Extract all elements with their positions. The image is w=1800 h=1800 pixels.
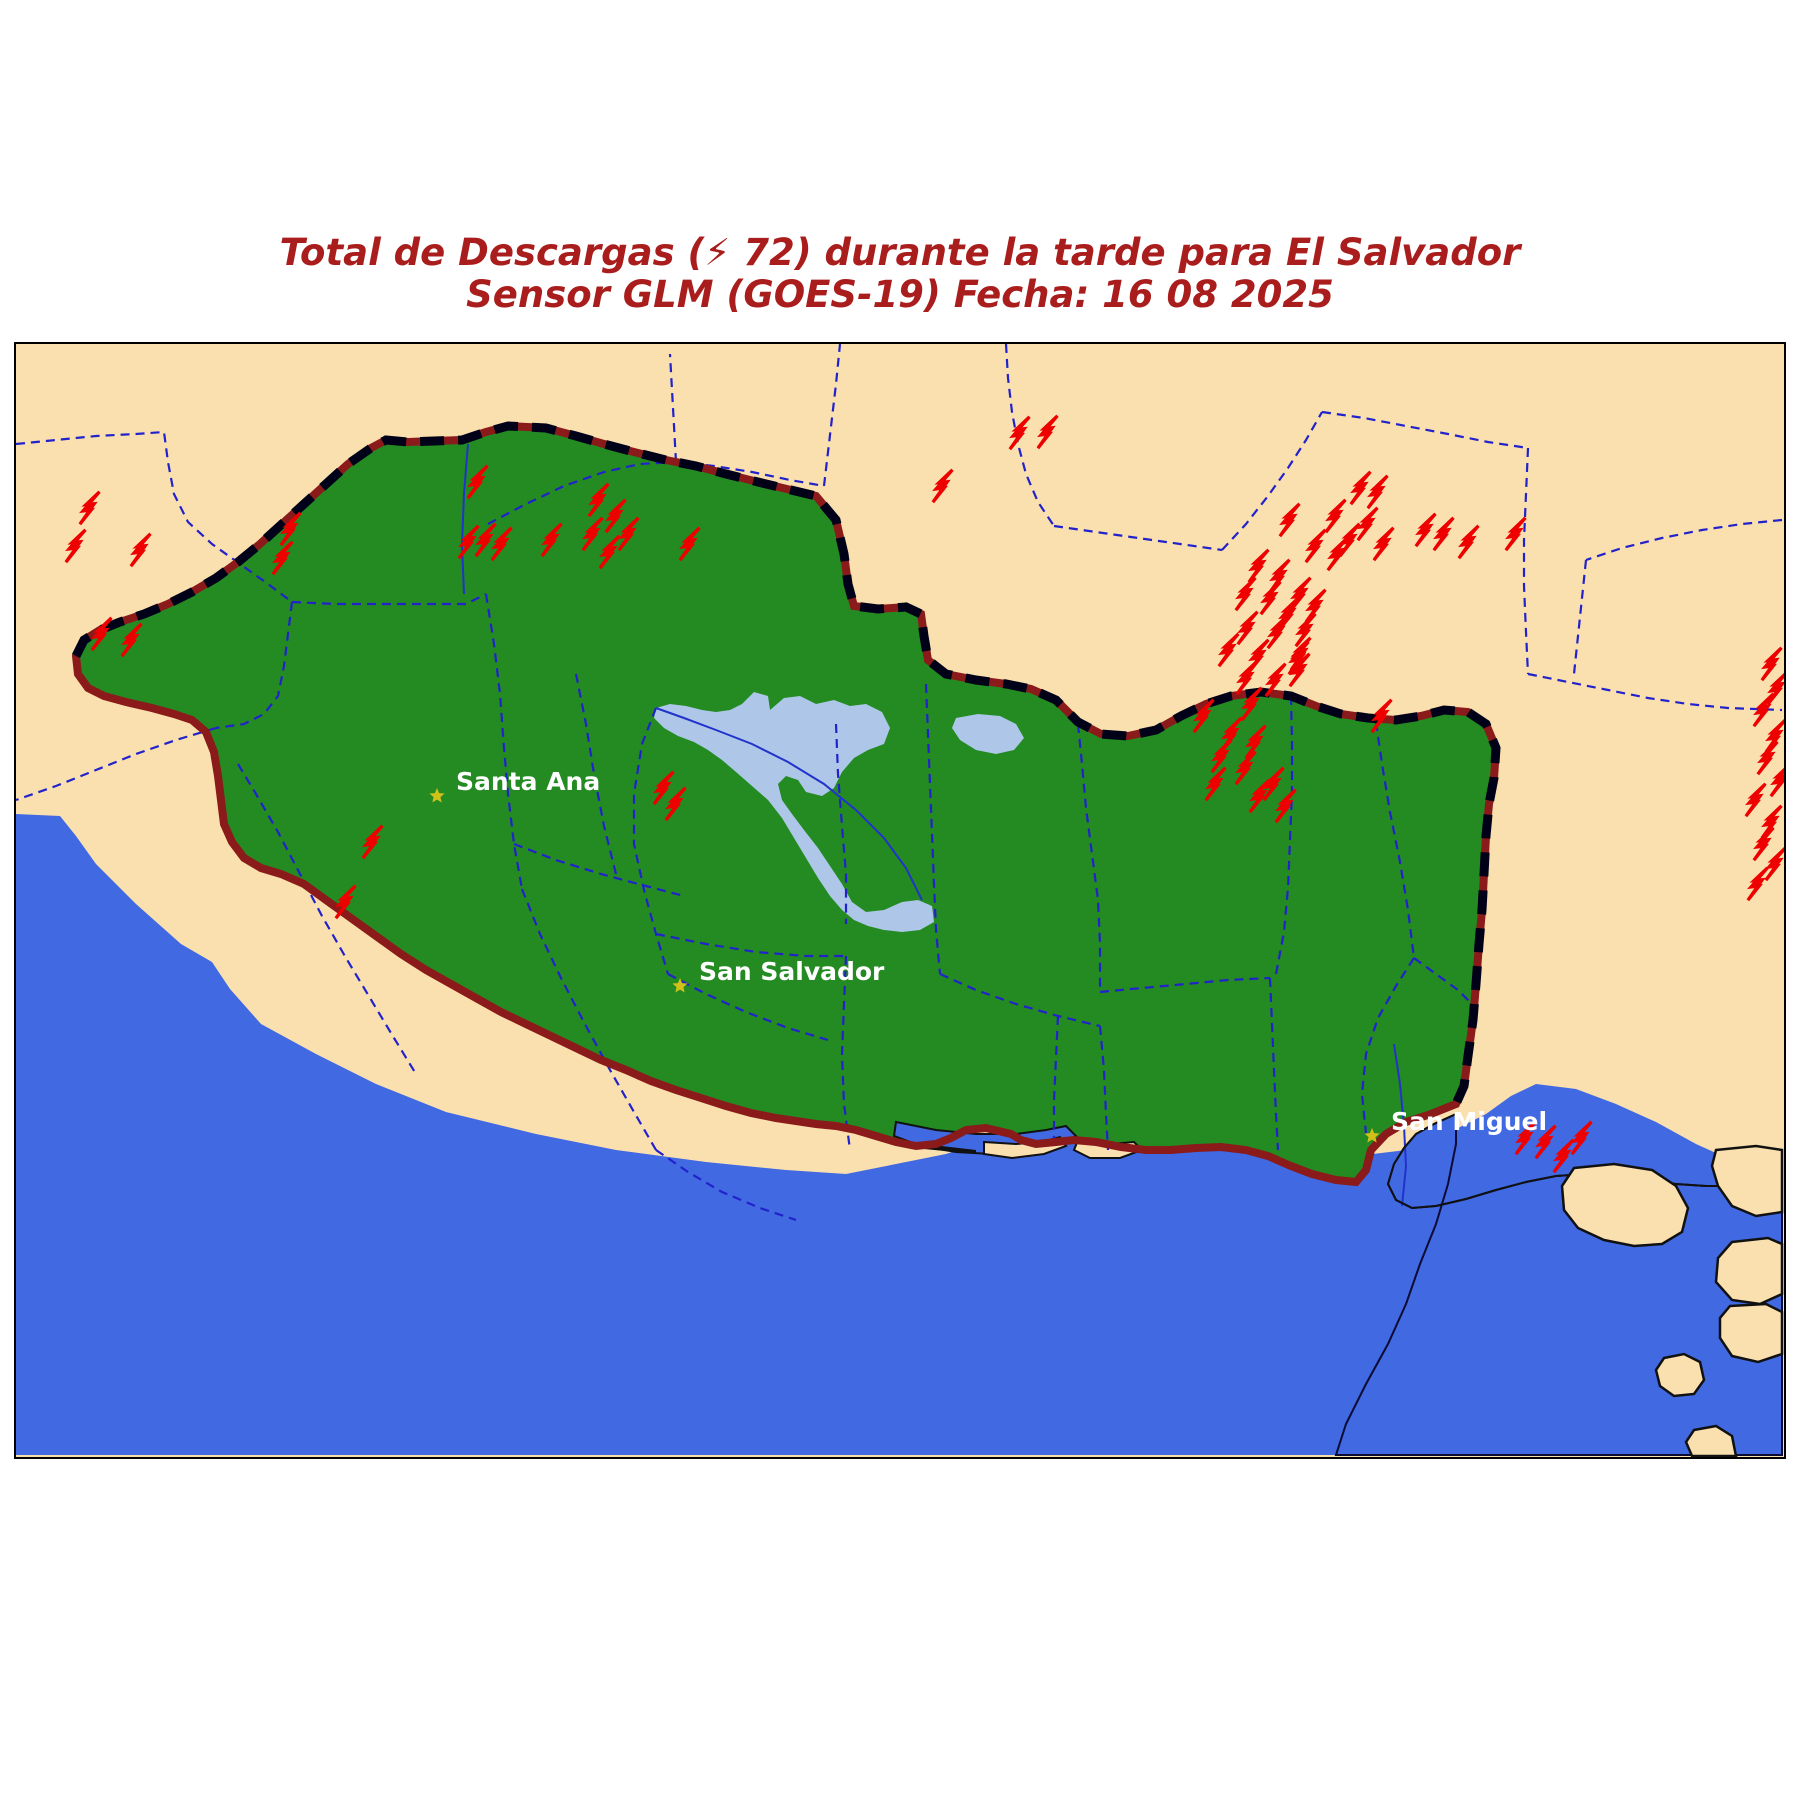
- city-marker-santa-ana[interactable]: Santa Ana: [429, 767, 600, 803]
- lightning-strike-layer: [64, 414, 1784, 1174]
- lightning-bolt-icon: [581, 516, 604, 552]
- island-meanguera: [1560, 1162, 1690, 1248]
- lightning-bolt-icon: [361, 824, 384, 860]
- city-label: San Miguel: [1391, 1107, 1547, 1136]
- lightning-bolt-icon: [931, 468, 954, 504]
- country-border-dashed: [71, 421, 1501, 1106]
- lightning-bolt-icon: [1266, 614, 1289, 650]
- island-conchaguita: [1718, 1302, 1784, 1364]
- title-line-2: Sensor GLM (GOES-19) Fecha: 16 08 2025: [466, 272, 1334, 316]
- lightning-bolt-icon: [1259, 580, 1282, 616]
- lightning-bolt-icon: [1294, 612, 1317, 648]
- lightning-bolt-icon: [1370, 698, 1393, 734]
- city-marker-san-salvador[interactable]: San Salvador: [672, 957, 885, 993]
- island-small-2: [1684, 1424, 1738, 1457]
- map-canvas: Santa Ana San Salvador San Miguel: [16, 344, 1784, 1457]
- map-frame: Santa Ana San Salvador San Miguel: [14, 342, 1786, 1459]
- star-icon: [672, 978, 688, 993]
- island-small-1: [1654, 1352, 1706, 1398]
- lightning-bolt-icon: [279, 511, 302, 547]
- lightning-bolt-icon: [664, 786, 687, 822]
- lightning-bolt-icon: [1552, 1138, 1575, 1174]
- island-el-tigre: [1714, 1236, 1784, 1306]
- lightning-bolt-icon: [1366, 474, 1389, 510]
- lightning-bolt-icon: [1752, 692, 1775, 728]
- lightning-bolt-icon: [1240, 686, 1263, 722]
- lightning-bolt-icon: [90, 616, 113, 652]
- lightning-bolt-icon: [604, 498, 627, 534]
- lightning-bolt-icon: [1248, 778, 1271, 814]
- lightning-bolt-icon: [617, 516, 640, 552]
- star-icon: [1364, 1128, 1380, 1143]
- lightning-bolt-icon: [474, 522, 497, 558]
- lightning-bolt-icon: [1234, 576, 1257, 612]
- lightning-bolt-icon: [1236, 610, 1259, 646]
- lightning-bolt-icon: [120, 622, 143, 658]
- lightning-bolt-icon: [1570, 1120, 1593, 1156]
- country-el-salvador: [76, 426, 1496, 1182]
- lightning-bolt-icon: [129, 532, 152, 568]
- lightning-bolt-icon: [1274, 788, 1297, 824]
- lightning-bolt-icon: [466, 464, 489, 500]
- lightning-bolt-icon: [64, 528, 87, 564]
- lightning-bolt-icon: [271, 540, 294, 576]
- lightning-bolt-icon: [540, 522, 563, 558]
- star-icon: [429, 788, 445, 803]
- lightning-bolt-icon: [78, 490, 101, 526]
- lake-arm-east: [952, 714, 1024, 754]
- lightning-bolt-icon: [1008, 415, 1031, 451]
- island-zacate-grande: [1710, 1144, 1784, 1218]
- lake-cerron-grande: [654, 692, 934, 932]
- lightning-bolt-icon: [1514, 1120, 1537, 1156]
- gulf-islands: [1560, 1144, 1784, 1457]
- lightning-bolt-icon: [1432, 516, 1455, 552]
- lightning-bolt-icon: [490, 526, 513, 562]
- lightning-bolt-icon: [1414, 512, 1437, 548]
- lightning-bolt-icon: [1036, 414, 1059, 450]
- lightning-bolt-icon: [1457, 524, 1480, 560]
- lightning-bolt-icon: [1217, 632, 1240, 668]
- lightning-bolt-icon: [1192, 698, 1215, 734]
- lightning-bolt-icon: [1324, 498, 1347, 534]
- lightning-bolt-icon: [1278, 502, 1301, 538]
- lightning-bolt-icon: [1760, 646, 1783, 682]
- lightning-bolt-icon: [334, 884, 357, 920]
- lightning-bolt-icon: [1769, 767, 1784, 798]
- lightning-bolt-icon: [1264, 662, 1287, 698]
- lightning-bolt-icon: [457, 524, 480, 560]
- lightning-bolt-icon: [1764, 846, 1784, 882]
- city-marker-san-miguel[interactable]: San Miguel: [1364, 1107, 1547, 1143]
- lightning-bolt-icon: [1244, 724, 1267, 760]
- lightning-bolt-icon: [587, 482, 610, 518]
- ocean-pacific: [16, 814, 1782, 1455]
- lightning-bolt-icon: [678, 526, 701, 562]
- lightning-bolt-icon: [1326, 536, 1349, 572]
- city-label: Santa Ana: [456, 767, 600, 796]
- lightning-bolt-icon: [652, 770, 675, 806]
- lightning-bolt-icon: [1304, 528, 1327, 564]
- department-boundaries: [16, 344, 1783, 1222]
- lightning-bolt-icon: [1504, 516, 1527, 552]
- lightning-bolt-icon: [1234, 750, 1257, 786]
- lightning-bolt-icon: [1287, 640, 1310, 676]
- city-label: San Salvador: [699, 957, 885, 986]
- title-line-1: Total de Descargas (⚡ 72) durante la tar…: [279, 231, 1521, 274]
- city-marker-layer: Santa Ana San Salvador San Miguel: [429, 767, 1547, 1143]
- lightning-bolt-icon: [1744, 782, 1767, 818]
- lightning-bolt-icon: [1534, 1124, 1557, 1160]
- lightning-bolt-icon: [598, 534, 621, 570]
- lightning-bolt-icon: [1349, 470, 1372, 506]
- lightning-bolt-icon: [1235, 660, 1258, 696]
- lightning-bolt-icon: [1356, 506, 1379, 542]
- lightning-bolt-icon: [1204, 766, 1227, 802]
- lightning-bolt-icon: [1210, 738, 1233, 774]
- lightning-bolt-icon: [1372, 526, 1395, 562]
- lightning-bolt-icon: [1752, 826, 1775, 862]
- figure-title: Total de Descargas (⚡ 72) durante la tar…: [0, 232, 1800, 316]
- lightning-bolt-icon: [1746, 866, 1769, 902]
- lightning-bolt-icon: [1756, 740, 1779, 776]
